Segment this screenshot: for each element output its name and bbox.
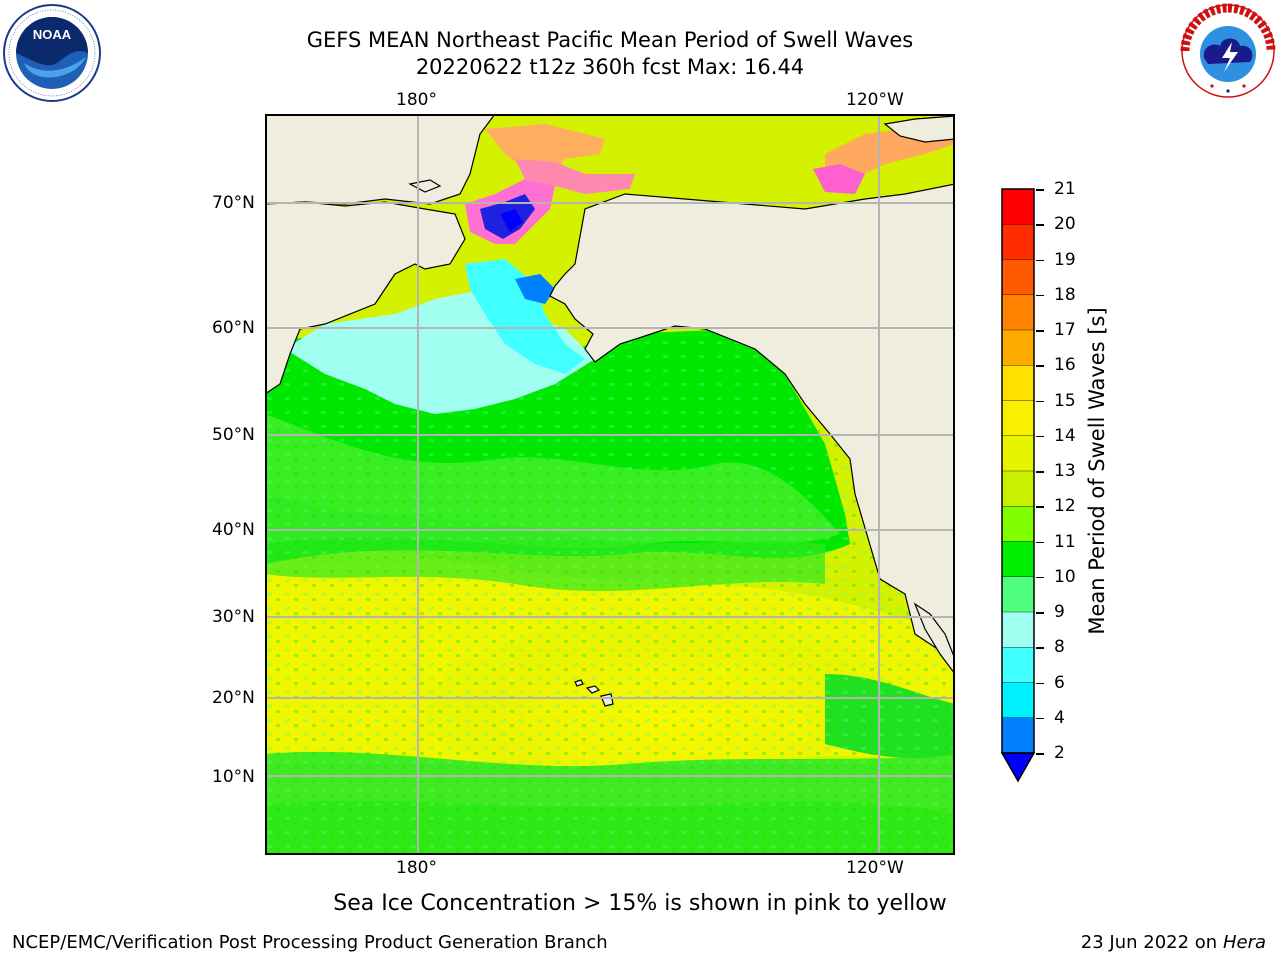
colorbar-tick-label: 21 — [1054, 179, 1076, 199]
colorbar-tick-mark — [1036, 330, 1044, 332]
colorbar-tick-label: 19 — [1054, 249, 1076, 270]
lon-label-top-180: 180° — [396, 90, 437, 110]
colorbar-tick-label: 18 — [1054, 284, 1076, 305]
colorbar-segment — [1002, 294, 1034, 331]
colorbar-tick-label: 12 — [1054, 496, 1076, 517]
colorbar-tick-label: 2 — [1054, 743, 1065, 763]
colorbar-segment — [1002, 189, 1034, 225]
colorbar-segment — [1002, 647, 1034, 683]
colorbar-segment — [1002, 612, 1034, 648]
colorbar-tick-label: 17 — [1054, 320, 1076, 340]
colorbar-segment — [1002, 506, 1034, 542]
svg-text:NOAA: NOAA — [33, 27, 72, 42]
colorbar-tick-label: 20 — [1054, 214, 1076, 235]
colorbar — [1000, 187, 1036, 787]
colorbar-segment — [1002, 541, 1034, 578]
colorbar-tick-label: 8 — [1054, 637, 1065, 658]
colorbar-segment — [1002, 330, 1034, 366]
lat-label-70n: 70°N — [212, 193, 255, 213]
colorbar-segment — [1002, 717, 1034, 754]
lon-label-bottom-120w: 120°W — [846, 858, 904, 878]
title-line-1: GEFS MEAN Northeast Pacific Mean Period … — [306, 28, 914, 52]
colorbar-tick-label: 15 — [1054, 390, 1076, 411]
colorbar-tick-mark — [1036, 612, 1044, 614]
colorbar-tick-label: 11 — [1054, 531, 1076, 552]
colorbar-tick-mark — [1036, 647, 1044, 649]
noaa-logo: NOAA — [2, 3, 102, 103]
footer-date: 23 Jun 2022 on Hera — [1081, 932, 1266, 953]
sea-ice-note: Sea Ice Concentration > 15% is shown in … — [333, 891, 947, 916]
colorbar-segment — [1002, 435, 1034, 472]
lat-label-50n: 50°N — [212, 425, 255, 445]
lat-label-40n: 40°N — [212, 520, 255, 540]
colorbar-tick-mark — [1036, 365, 1044, 367]
colorbar-tick-mark — [1036, 435, 1044, 438]
colorbar-tick-label: 4 — [1054, 707, 1065, 728]
colorbar-under-triangle — [1000, 752, 1036, 783]
colorbar-segment — [1002, 682, 1034, 719]
footer-branch: NCEP/EMC/Verification Post Processing Pr… — [12, 932, 608, 953]
colorbar-tick-mark — [1036, 682, 1044, 684]
colorbar-segment — [1002, 259, 1034, 296]
colorbar-title: Mean Period of Swell Waves [s] — [1085, 307, 1109, 635]
colorbar-tick-mark — [1036, 224, 1044, 226]
colorbar-tick-label: 13 — [1054, 461, 1076, 481]
lat-label-10n: 10°N — [212, 767, 255, 787]
colorbar-tick-mark — [1036, 471, 1044, 473]
colorbar-segment — [1002, 365, 1034, 401]
map-panel — [265, 114, 955, 855]
colorbar-tick-mark — [1036, 259, 1044, 261]
lat-label-30n: 30°N — [212, 607, 255, 627]
colorbar-tick-label: 14 — [1054, 425, 1076, 446]
footer-host: Hera — [1222, 932, 1266, 953]
lat-label-60n: 60°N — [212, 318, 255, 338]
lon-label-bottom-180: 180° — [396, 858, 437, 878]
colorbar-tick-mark — [1036, 189, 1044, 191]
colorbar-segment — [1002, 576, 1034, 613]
colorbar-segment — [1002, 400, 1034, 437]
colorbar-tick-mark — [1036, 541, 1044, 543]
colorbar-tick-mark — [1036, 717, 1044, 720]
nws-logo — [1178, 2, 1278, 100]
colorbar-tick-mark — [1036, 576, 1044, 579]
colorbar-tick-label: 10 — [1054, 566, 1076, 587]
lon-label-top-120w: 120°W — [846, 90, 904, 110]
colorbar-tick-label: 6 — [1054, 672, 1065, 693]
lat-label-20n: 20°N — [212, 688, 255, 708]
colorbar-tick-label: 9 — [1054, 602, 1065, 622]
footer-date-text: 23 Jun 2022 on — [1080, 932, 1218, 953]
colorbar-tick-label: 16 — [1054, 355, 1076, 376]
colorbar-tick-mark — [1036, 400, 1044, 402]
colorbar-tick-mark — [1036, 753, 1044, 755]
colorbar-segment — [1002, 224, 1034, 260]
title-line-2: 20220622 t12z 360h fcst Max: 16.44 — [415, 55, 805, 79]
colorbar-segment — [1002, 471, 1034, 507]
colorbar-tick-mark — [1036, 294, 1044, 297]
colorbar-tick-mark — [1036, 506, 1044, 508]
